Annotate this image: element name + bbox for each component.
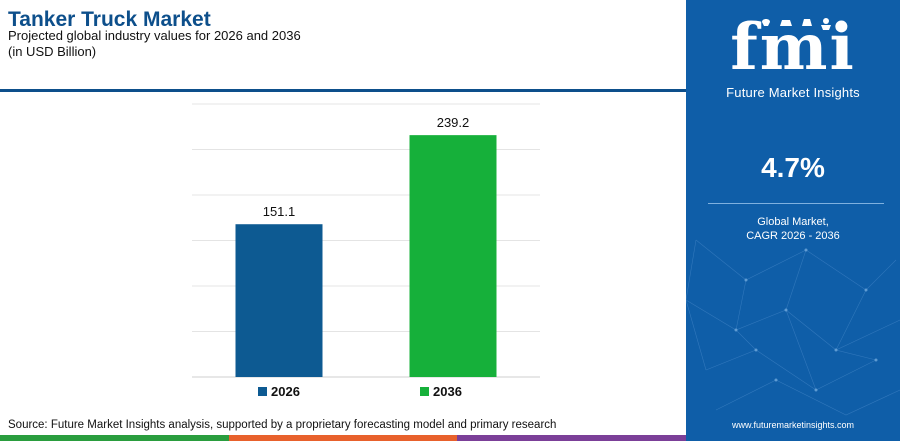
- chart-title: Tanker Truck Market: [8, 8, 211, 31]
- strip-segment-green: [0, 435, 229, 441]
- data-label-2026: 151.1: [263, 204, 296, 219]
- side-panel: fmi Future Market Insights 4.7% Global M…: [686, 0, 900, 441]
- bar-chart: 151.1 239.2 2026 2036: [192, 103, 540, 399]
- legend-swatch-2036: [420, 387, 429, 396]
- cagr-separator: [708, 203, 884, 204]
- strip-segment-purple: [457, 435, 687, 441]
- cagr-label-line2: CAGR 2026 - 2036: [746, 230, 840, 242]
- cagr-label: Global Market, CAGR 2026 - 2036: [686, 215, 900, 243]
- network-pattern: [686, 239, 900, 416]
- bar-2036: [409, 135, 497, 377]
- chart-units: (in USD Billion): [8, 44, 97, 59]
- color-strip: [0, 435, 687, 441]
- data-label-2036: 239.2: [437, 115, 470, 130]
- chart-subtitle: Projected global industry values for 202…: [8, 28, 301, 43]
- logo-figures-icon: [762, 18, 831, 30]
- header-divider: [0, 89, 686, 92]
- cagr-value: 4.7%: [761, 152, 825, 183]
- website-link[interactable]: www.futuremarketinsights.com: [731, 420, 855, 430]
- legend-label-2036: 2036: [433, 384, 462, 399]
- strip-segment-orange: [228, 435, 458, 441]
- legend-label-2026: 2026: [271, 384, 300, 399]
- cagr-label-line1: Global Market,: [757, 216, 829, 228]
- legend-swatch-2026: [258, 387, 267, 396]
- logo-mark: fmi: [730, 10, 856, 85]
- bar-2026: [235, 224, 323, 377]
- logo-tagline: Future Market Insights: [726, 85, 860, 100]
- source-note: Source: Future Market Insights analysis,…: [8, 419, 557, 431]
